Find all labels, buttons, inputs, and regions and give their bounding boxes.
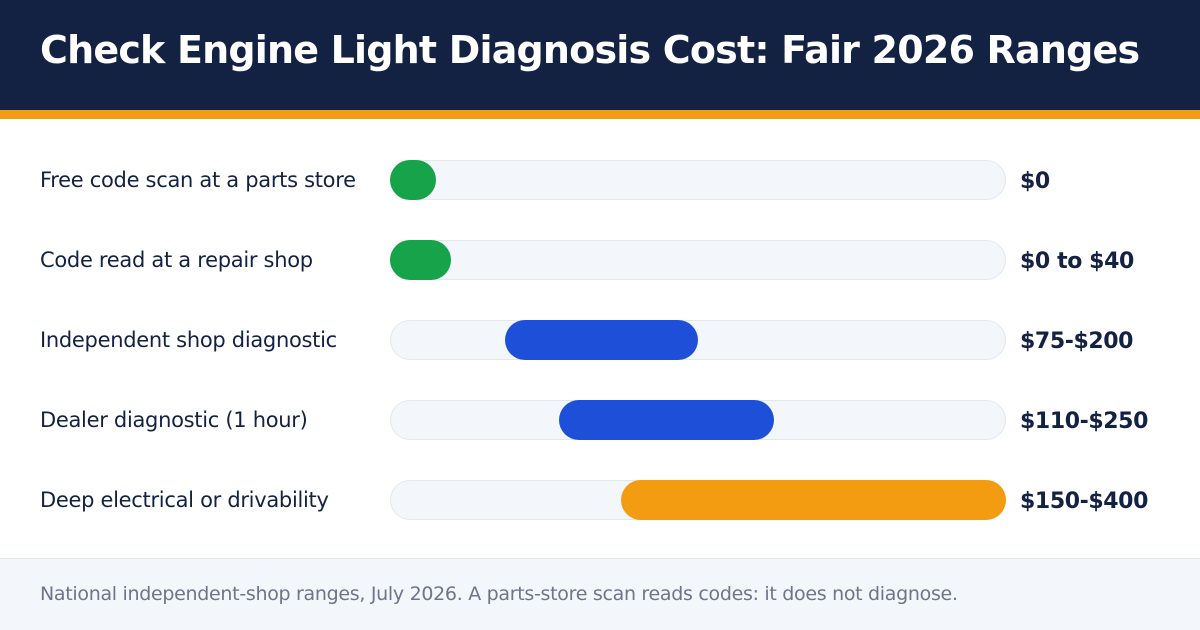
- value-label: $110-$250: [1020, 409, 1148, 434]
- range-bar: [389, 239, 452, 280]
- chart-row: Free code scan at a parts store $0: [0, 159, 1200, 204]
- accent-stripe: [0, 110, 1200, 119]
- header-bar: Check Engine Light Diagnosis Cost: Fair …: [0, 0, 1200, 110]
- bar-track: [389, 239, 1006, 280]
- bar-track: [390, 479, 1006, 520]
- category-label: Independent shop diagnostic: [40, 328, 337, 352]
- category-label: Code read at a repair shop: [40, 248, 313, 272]
- bar-track: [390, 399, 1006, 440]
- category-label: Dealer diagnostic (1 hour): [40, 408, 308, 432]
- value-label: $0 to $40: [1020, 249, 1134, 274]
- bar-track: [390, 319, 1006, 360]
- chart-row: Independent shop diagnostic $75-$200: [0, 319, 1200, 364]
- range-bar: [620, 479, 1006, 520]
- chart-row: Dealer diagnostic (1 hour) $110-$250: [0, 399, 1200, 444]
- value-label: $0: [1020, 169, 1050, 194]
- bar-track: [389, 159, 1006, 200]
- chart-row: Code read at a repair shop $0 to $40: [0, 239, 1200, 284]
- category-label: Free code scan at a parts store: [40, 168, 356, 192]
- range-bar: [558, 399, 775, 440]
- chart-row: Deep electrical or drivability $150-$400: [0, 479, 1200, 524]
- range-chart: Free code scan at a parts store $0 Code re…: [0, 159, 1200, 524]
- category-label: Deep electrical or drivability: [40, 488, 329, 512]
- page-title: Check Engine Light Diagnosis Cost: Fair …: [40, 28, 1140, 72]
- value-label: $150-$400: [1020, 489, 1148, 514]
- value-label: $75-$200: [1020, 329, 1134, 354]
- footer-note: National independent-shop ranges, July 2…: [40, 583, 958, 605]
- footer-bar: National independent-shop ranges, July 2…: [0, 558, 1200, 630]
- range-bar: [389, 159, 436, 200]
- range-bar: [505, 319, 698, 360]
